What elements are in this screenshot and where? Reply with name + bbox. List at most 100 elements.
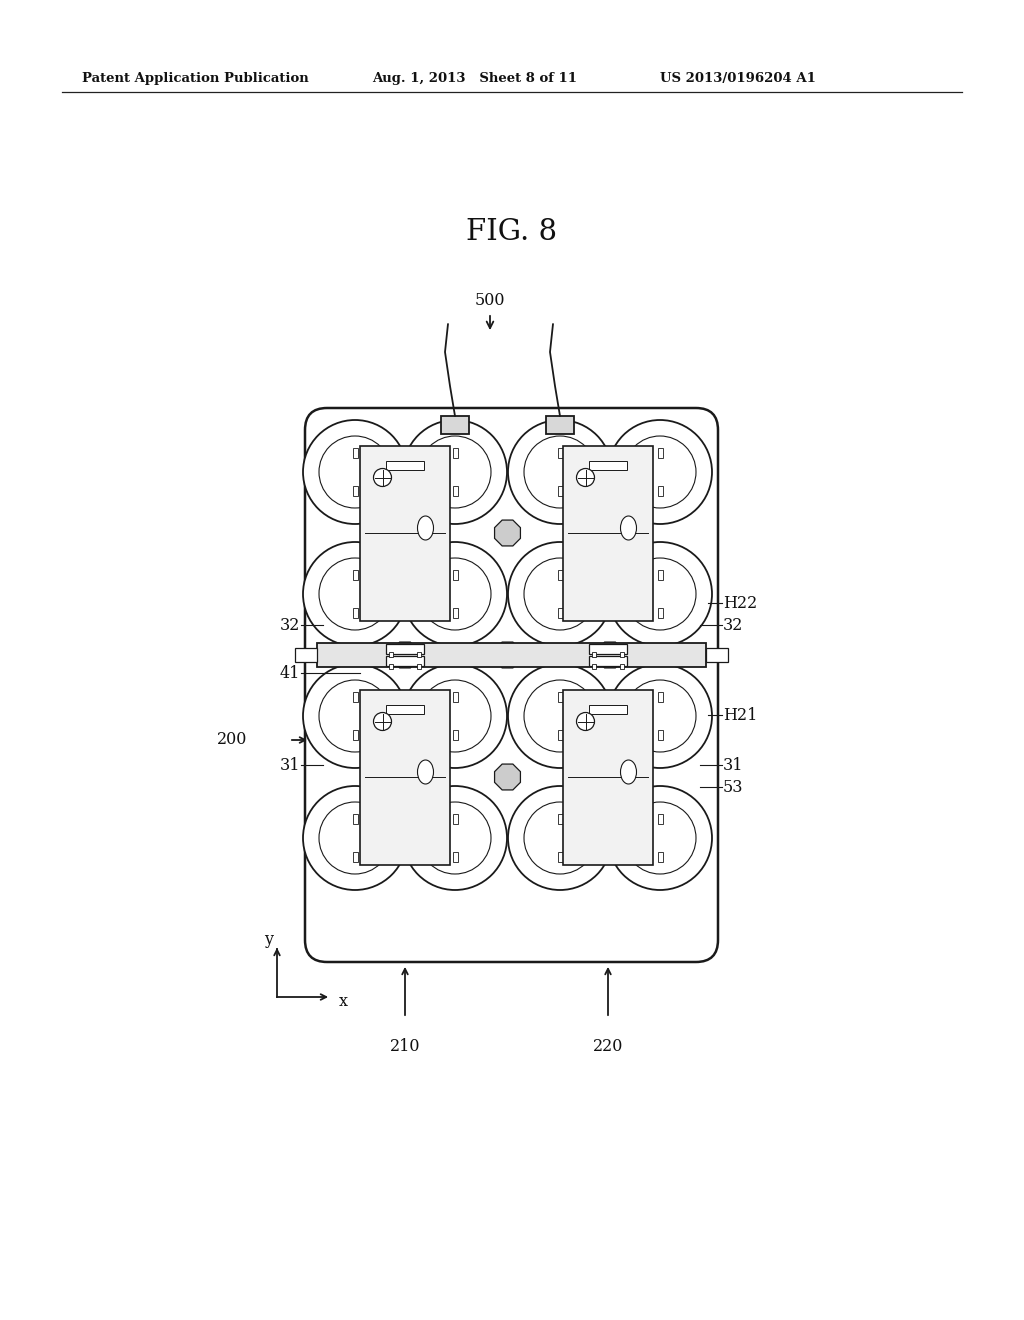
Bar xyxy=(557,851,562,862)
Circle shape xyxy=(508,785,612,890)
Circle shape xyxy=(577,469,595,487)
Bar xyxy=(657,570,663,579)
Bar xyxy=(317,643,706,667)
Text: y: y xyxy=(264,931,273,948)
Bar xyxy=(417,664,421,669)
Text: H22: H22 xyxy=(723,594,758,611)
Text: 210: 210 xyxy=(390,1038,420,1055)
Text: Patent Application Publication: Patent Application Publication xyxy=(82,73,309,84)
Circle shape xyxy=(419,558,490,630)
Circle shape xyxy=(303,664,407,768)
Polygon shape xyxy=(597,642,623,668)
Text: 200: 200 xyxy=(217,731,247,748)
Text: 32: 32 xyxy=(280,616,300,634)
Bar xyxy=(352,609,357,618)
Bar xyxy=(352,730,357,741)
Bar xyxy=(563,689,653,865)
Bar xyxy=(657,730,663,741)
Polygon shape xyxy=(495,520,520,546)
Circle shape xyxy=(403,785,507,890)
Circle shape xyxy=(403,664,507,768)
Circle shape xyxy=(303,420,407,524)
Text: 31: 31 xyxy=(280,756,300,774)
Circle shape xyxy=(508,543,612,645)
Circle shape xyxy=(303,543,407,645)
Circle shape xyxy=(577,713,595,730)
Text: FIG. 8: FIG. 8 xyxy=(467,218,557,246)
Bar xyxy=(352,814,357,824)
Bar xyxy=(453,730,458,741)
Bar xyxy=(453,486,458,496)
Bar xyxy=(657,814,663,824)
Circle shape xyxy=(303,785,407,890)
Text: x: x xyxy=(339,993,348,1010)
Bar xyxy=(592,664,596,669)
Circle shape xyxy=(374,469,391,487)
Text: US 2013/0196204 A1: US 2013/0196204 A1 xyxy=(660,73,816,84)
Circle shape xyxy=(403,420,507,524)
Circle shape xyxy=(608,785,712,890)
Text: 53: 53 xyxy=(723,779,743,796)
Circle shape xyxy=(403,543,507,645)
Bar xyxy=(441,416,469,434)
Circle shape xyxy=(508,664,612,768)
Bar xyxy=(589,656,627,667)
Polygon shape xyxy=(392,642,418,668)
Text: Aug. 1, 2013   Sheet 8 of 11: Aug. 1, 2013 Sheet 8 of 11 xyxy=(372,73,577,84)
Text: H21: H21 xyxy=(723,706,758,723)
Bar xyxy=(453,851,458,862)
Circle shape xyxy=(419,436,490,508)
Bar xyxy=(386,644,424,653)
Bar xyxy=(352,692,357,702)
Ellipse shape xyxy=(621,760,637,784)
Bar xyxy=(453,692,458,702)
Bar xyxy=(557,570,562,579)
Circle shape xyxy=(319,558,391,630)
Circle shape xyxy=(608,420,712,524)
Bar xyxy=(389,664,393,669)
Circle shape xyxy=(608,664,712,768)
Bar xyxy=(557,447,562,458)
Bar xyxy=(657,609,663,618)
Bar xyxy=(417,652,421,657)
Bar xyxy=(546,416,574,434)
Bar xyxy=(620,664,624,669)
Bar xyxy=(557,609,562,618)
Bar xyxy=(360,446,450,620)
Bar xyxy=(360,689,450,865)
Bar xyxy=(620,652,624,657)
Circle shape xyxy=(524,803,596,874)
Circle shape xyxy=(624,558,696,630)
Bar xyxy=(453,447,458,458)
Bar xyxy=(563,446,653,620)
Bar xyxy=(557,486,562,496)
Circle shape xyxy=(624,436,696,508)
Ellipse shape xyxy=(621,516,637,540)
Circle shape xyxy=(319,680,391,752)
Circle shape xyxy=(508,420,612,524)
Circle shape xyxy=(419,803,490,874)
Ellipse shape xyxy=(418,516,433,540)
Bar xyxy=(453,814,458,824)
Circle shape xyxy=(624,803,696,874)
Bar xyxy=(352,851,357,862)
Bar xyxy=(386,656,424,667)
Circle shape xyxy=(524,558,596,630)
Polygon shape xyxy=(495,764,520,789)
Bar xyxy=(657,486,663,496)
Bar xyxy=(453,609,458,618)
Bar xyxy=(657,447,663,458)
Polygon shape xyxy=(495,642,520,668)
Circle shape xyxy=(524,436,596,508)
Circle shape xyxy=(319,436,391,508)
Bar xyxy=(557,692,562,702)
Bar xyxy=(657,851,663,862)
Text: 32: 32 xyxy=(723,616,743,634)
Bar xyxy=(657,692,663,702)
Bar xyxy=(352,570,357,579)
Bar xyxy=(352,447,357,458)
Polygon shape xyxy=(597,764,623,789)
Bar xyxy=(706,648,728,663)
Circle shape xyxy=(524,680,596,752)
Bar xyxy=(589,461,627,470)
